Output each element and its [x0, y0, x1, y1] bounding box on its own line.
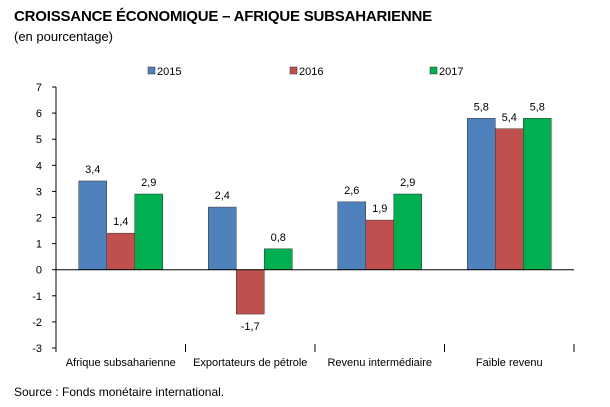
bar-2016-4: [495, 128, 524, 270]
y-tick-label: 3: [36, 186, 42, 198]
data-label: 1,9: [372, 203, 387, 215]
bar-2016-3: [365, 219, 394, 270]
data-label: 5,4: [502, 112, 517, 124]
legend-label-2016: 2016: [299, 66, 323, 78]
y-tick-label: -2: [32, 317, 42, 329]
legend-label-2015: 2015: [157, 66, 181, 78]
y-tick-label: 5: [36, 134, 42, 146]
category-label: Faible revenu: [476, 357, 543, 369]
y-axis: -3 -2 -1 0 1 2 3 4 5 6 7: [32, 82, 57, 355]
chart-title: CROISSANCE ÉCONOMIQUE – AFRIQUE SUBSAHAR…: [14, 8, 432, 25]
chart-subtitle: (en pourcentage): [14, 29, 114, 44]
bar-2017-2: [264, 248, 293, 270]
bar-2015-1: [78, 180, 107, 270]
category-label: Afrique subsaharienne: [66, 357, 176, 369]
data-label: 5,8: [474, 101, 489, 113]
data-label: 1,4: [113, 216, 128, 228]
bars: [78, 118, 552, 315]
bar-2016-2: [236, 269, 265, 315]
y-tick-label: 4: [36, 160, 42, 172]
legend-swatch-2016: [289, 66, 298, 75]
bar-2015-4: [467, 118, 496, 270]
bar-2016-1: [106, 232, 135, 270]
data-label: 5,8: [530, 101, 545, 113]
bar-2015-3: [337, 201, 366, 270]
data-label: 3,4: [85, 164, 100, 176]
y-tick-label: -1: [32, 291, 42, 303]
y-tick-label: 1: [36, 239, 42, 251]
legend: 2015 2016 2017: [147, 66, 463, 78]
bar-2017-3: [393, 193, 422, 270]
data-label: 0,8: [271, 232, 286, 244]
category-label: Exportateurs de pétrole: [193, 357, 307, 369]
x-axis: Afrique subsaharienne Exportateurs de pét…: [55, 269, 575, 369]
y-tick-label: -3: [32, 343, 42, 355]
legend-label-2017: 2017: [439, 66, 463, 78]
data-label: 2,9: [400, 177, 415, 189]
legend-swatch-2015: [147, 66, 156, 75]
y-tick-label: 6: [36, 108, 42, 120]
y-tick-label: 2: [36, 213, 42, 225]
data-label: 2,6: [344, 185, 359, 197]
category-label: Revenu intermédiaire: [327, 357, 432, 369]
data-label: 2,4: [215, 190, 230, 202]
data-label: 2,9: [141, 177, 156, 189]
y-tick-label: 0: [36, 265, 42, 277]
bar-2015-2: [208, 206, 237, 270]
legend-swatch-2017: [429, 66, 438, 75]
data-label: -1,7: [241, 321, 260, 333]
source-note: Source : Fonds monétaire international.: [14, 385, 225, 399]
bar-2017-1: [134, 193, 163, 270]
bar-2017-4: [523, 118, 552, 270]
data-labels: 3,4 1,4 2,9 2,4 -1,7 0,8 2,6 1,9 2,9 5,8 5,4 5,8: [85, 101, 545, 333]
y-tick-label: 7: [36, 82, 42, 94]
